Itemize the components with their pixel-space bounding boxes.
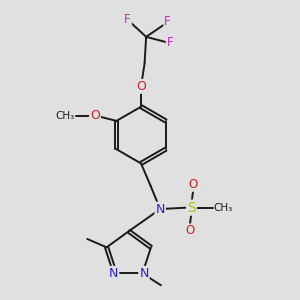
Text: F: F — [167, 36, 173, 49]
Text: CH₃: CH₃ — [56, 110, 75, 121]
Text: O: O — [136, 80, 146, 93]
Text: O: O — [185, 224, 194, 237]
Text: O: O — [90, 109, 100, 122]
Text: F: F — [164, 15, 171, 28]
Text: N: N — [155, 202, 165, 216]
Text: O: O — [189, 178, 198, 191]
Text: N: N — [139, 267, 149, 280]
Text: S: S — [187, 201, 196, 214]
Text: F: F — [124, 13, 131, 26]
Text: N: N — [109, 267, 118, 280]
Text: CH₃: CH₃ — [214, 202, 233, 213]
